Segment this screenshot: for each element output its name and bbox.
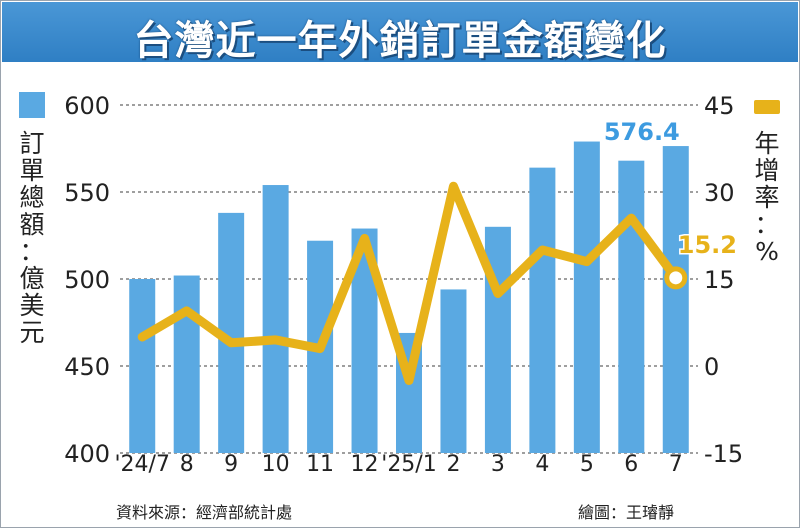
x-tick-label: 10 bbox=[262, 452, 290, 477]
bar bbox=[573, 141, 600, 453]
x-tick-label: 6 bbox=[624, 452, 638, 477]
line-end-marker bbox=[664, 266, 688, 290]
bar bbox=[618, 160, 645, 453]
legend-line-label-char: % bbox=[755, 237, 779, 266]
legend-line-label-char: ： bbox=[754, 210, 779, 239]
left-tick-label: 450 bbox=[64, 353, 110, 381]
legend-bar-label-char: ： bbox=[19, 237, 44, 266]
x-tick-label: 4 bbox=[535, 452, 549, 477]
legend-line-label-char: 增 bbox=[754, 156, 779, 185]
x-tick-label: 11 bbox=[306, 452, 334, 477]
legend-bar-label-char: 元 bbox=[19, 318, 44, 347]
source-note: 資料來源：經濟部統計處 bbox=[116, 503, 293, 522]
bar-value-label: 576.4 bbox=[604, 118, 680, 146]
left-tick-label: 600 bbox=[64, 92, 110, 120]
x-tick-label: 12 bbox=[351, 452, 379, 477]
bar bbox=[262, 185, 289, 453]
legend-bar-label-char: 訂 bbox=[19, 129, 44, 158]
chart-title: 台灣近一年外銷訂單金額變化 bbox=[133, 18, 667, 64]
legend-bar-label-char: 億 bbox=[19, 264, 44, 293]
bar bbox=[662, 146, 689, 453]
x-tick-label: '24/7 bbox=[115, 452, 170, 477]
legend-line-label-char: 年 bbox=[754, 129, 779, 158]
right-tick-label: -15 bbox=[704, 440, 743, 468]
x-tick-label: 9 bbox=[224, 452, 238, 477]
line-series bbox=[137, 181, 681, 385]
right-tick-label: 45 bbox=[704, 92, 735, 120]
left-tick-label: 500 bbox=[64, 266, 110, 294]
x-tick-label: '25/1 bbox=[381, 452, 436, 477]
left-tick-label: 550 bbox=[64, 179, 110, 207]
right-tick-label: 30 bbox=[704, 179, 735, 207]
bar bbox=[529, 167, 556, 453]
legend-bar-label-char: 總 bbox=[19, 183, 44, 212]
bar bbox=[129, 279, 156, 453]
legend-bar-swatch bbox=[19, 92, 45, 118]
x-tick-label: 7 bbox=[669, 452, 683, 477]
line-value-label: 15.2 bbox=[678, 231, 737, 259]
right-tick-label: 15 bbox=[704, 266, 735, 294]
legend-bar-label-char: 美 bbox=[19, 291, 44, 320]
x-tick-label: 2 bbox=[446, 452, 460, 477]
credit-note: 繪圖：王璿靜 bbox=[578, 503, 675, 522]
legend-bar-label-char: 額 bbox=[19, 210, 44, 239]
chart-area: 400 450 500 550 600 -15 0 15 30 45'24/7 8 9 10 11 12'2… bbox=[0, 62, 800, 528]
legend-line-label-char: 率 bbox=[754, 183, 779, 212]
legend-line-swatch bbox=[754, 100, 780, 114]
left-tick-label: 400 bbox=[64, 440, 110, 468]
x-tick-label: 8 bbox=[180, 452, 194, 477]
right-tick-label: 0 bbox=[704, 353, 719, 381]
bar bbox=[440, 289, 467, 453]
title-bar: 台灣近一年外銷訂單金額變化 bbox=[2, 2, 798, 64]
x-tick-label: 3 bbox=[491, 452, 505, 477]
legend-bar-label-char: 單 bbox=[19, 156, 44, 185]
bar bbox=[173, 275, 200, 453]
x-tick-label: 5 bbox=[580, 452, 594, 477]
